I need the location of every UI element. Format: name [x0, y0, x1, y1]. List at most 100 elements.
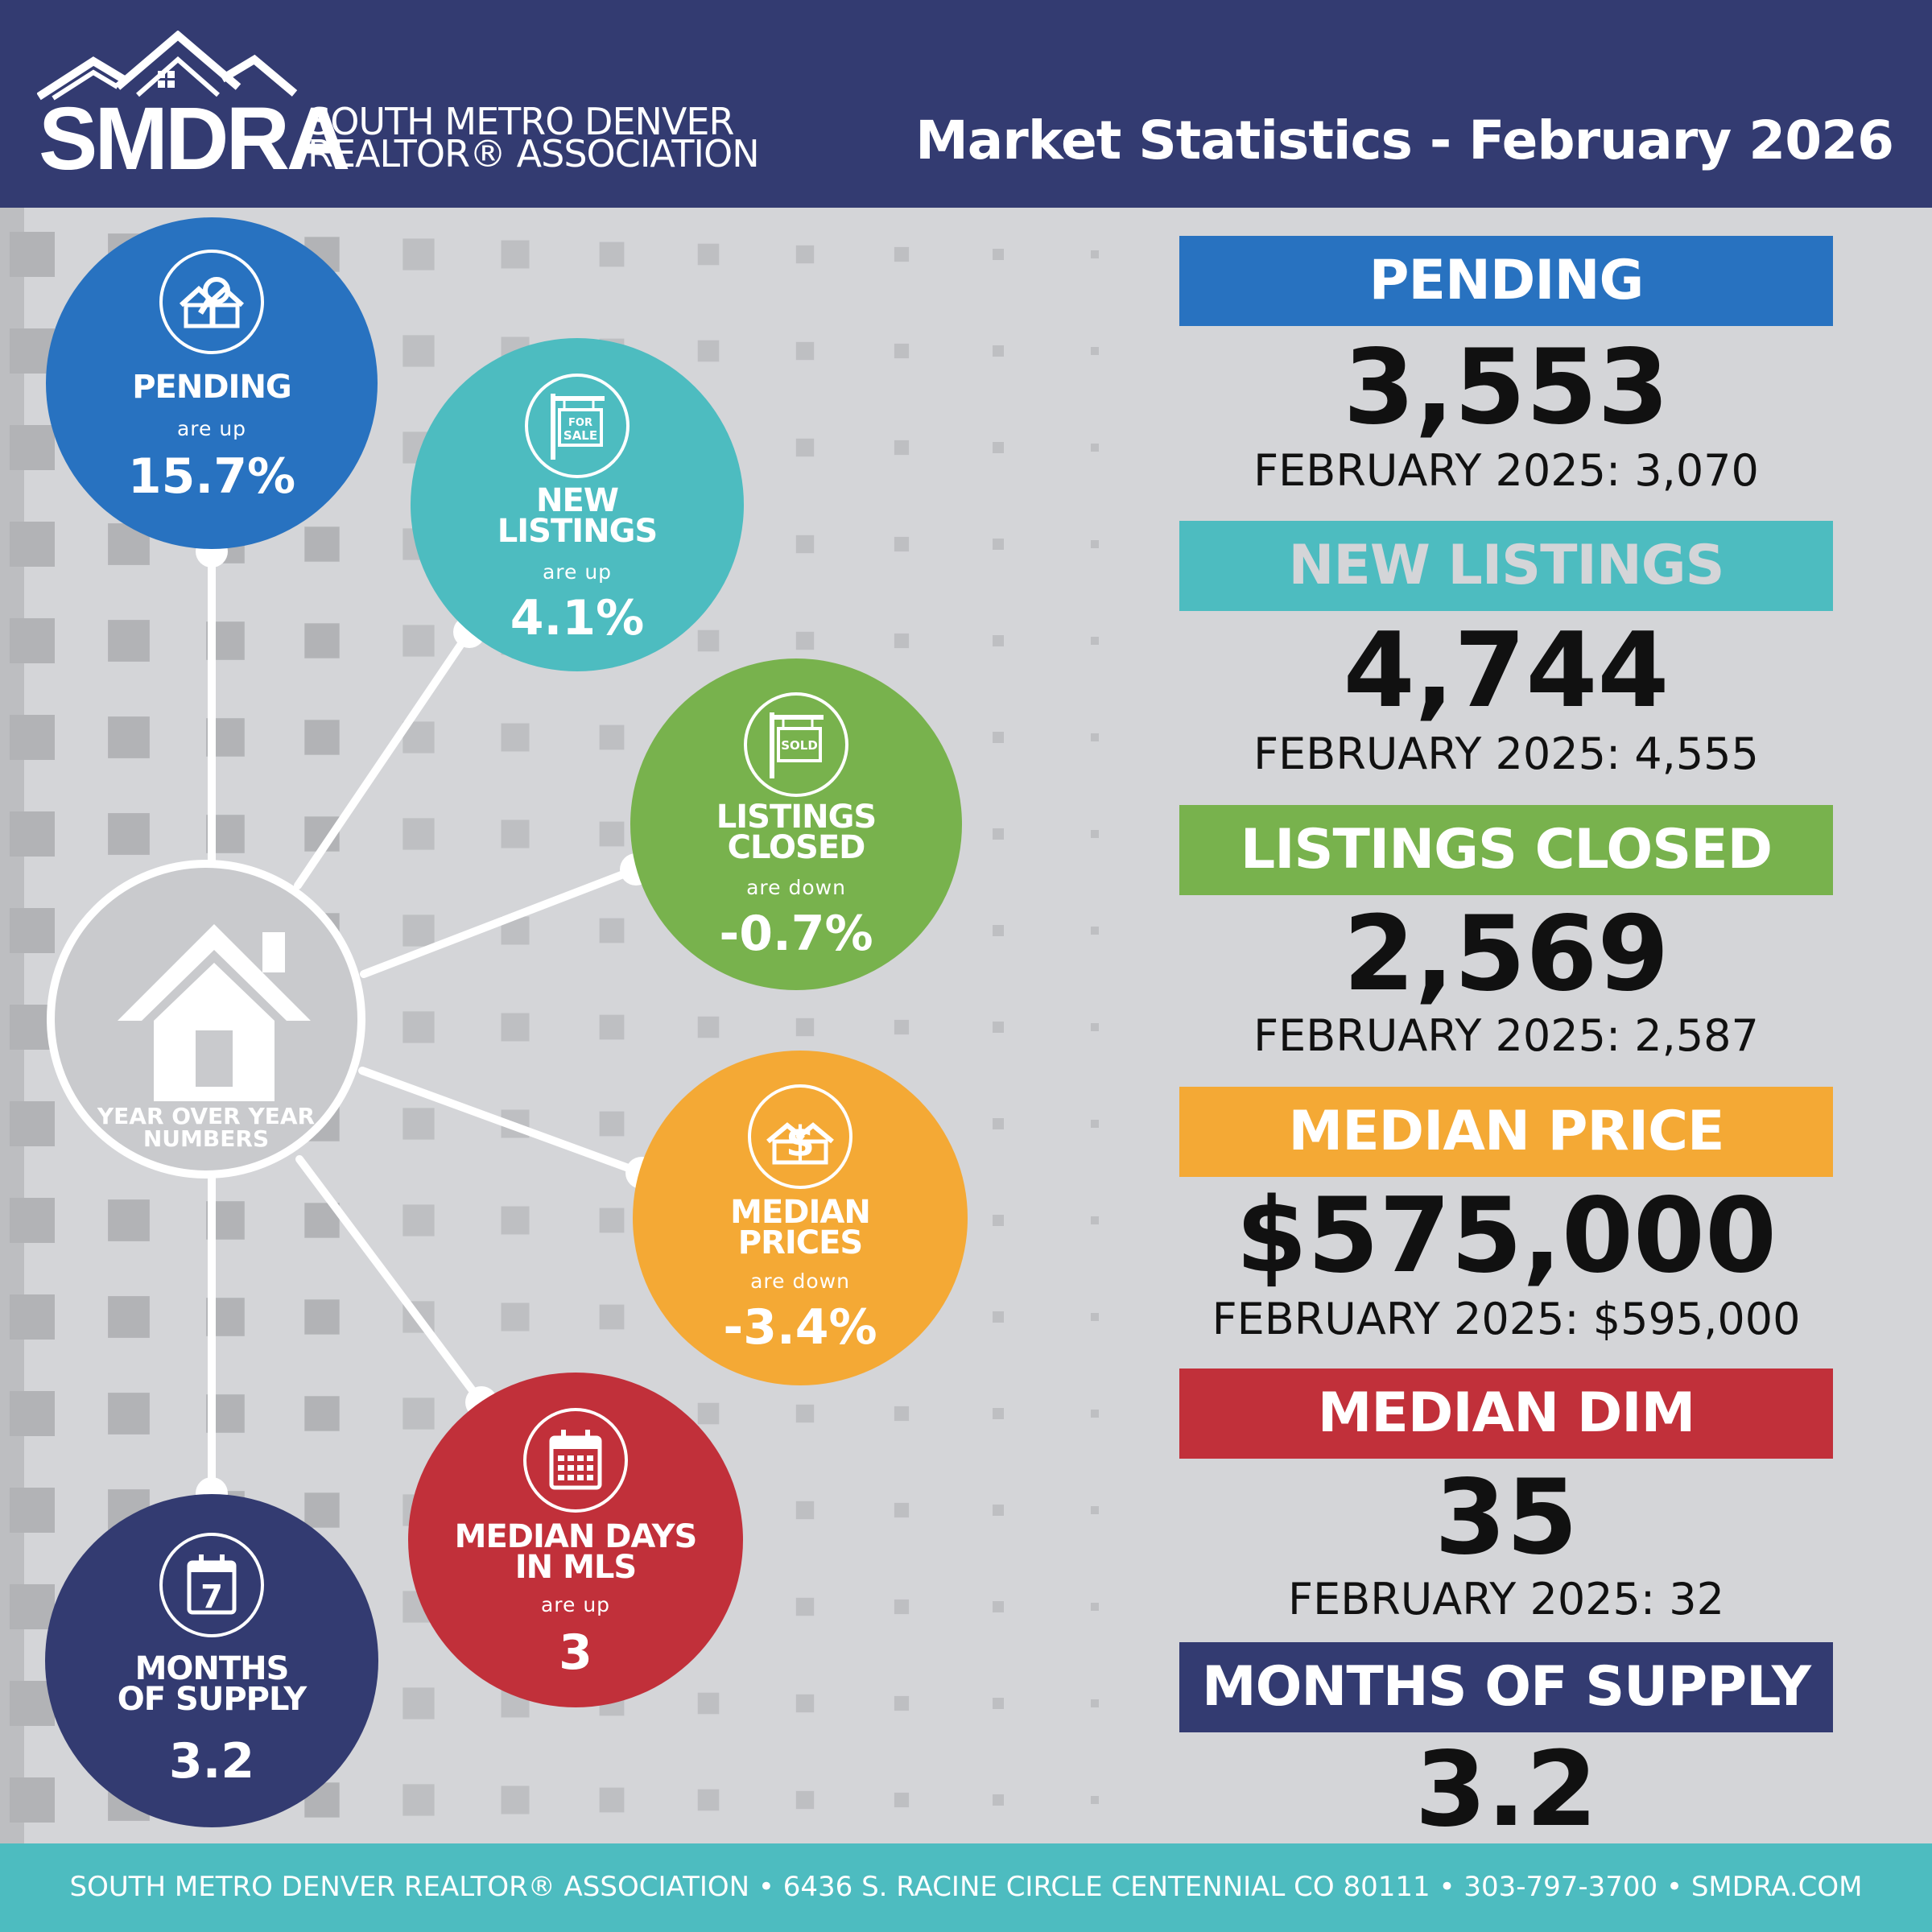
stat-heading-months-supply: MONTHS OF SUPPLY	[1179, 1642, 1833, 1732]
background-square	[993, 925, 1004, 936]
background-square	[10, 1294, 55, 1340]
bubble-new-listings-title-line1: NEW	[536, 482, 619, 519]
background-square	[894, 1019, 910, 1035]
stat-heading-median-price: MEDIAN PRICE	[1179, 1087, 1833, 1177]
background-square	[599, 1787, 625, 1813]
background-square	[599, 1014, 625, 1040]
bubble-months-supply-title: MONTHS OF SUPPLY	[45, 1653, 378, 1715]
background-square	[402, 1108, 435, 1140]
background-square	[402, 914, 435, 947]
bubble-median-days-title-line2: IN MLS	[514, 1549, 637, 1586]
bubble-median-prices: $ MEDIAN PRICES are down -3.4%	[633, 1051, 968, 1385]
background-square	[1091, 637, 1099, 645]
background-square	[795, 438, 815, 457]
background-square	[795, 245, 815, 264]
header-bar: SMDRA SOUTH METRO DENVER REALTOR® ASSOCI…	[0, 0, 1932, 208]
background-square	[304, 623, 340, 658]
bubble-median-days-direction: are up	[540, 1593, 611, 1616]
stat-previous-pending: FEBRUARY 2025: 3,070	[1253, 445, 1759, 496]
background-square	[501, 1013, 530, 1042]
background-square	[10, 1198, 55, 1243]
background-square	[1091, 1506, 1099, 1514]
background-square	[1091, 1023, 1099, 1031]
bubble-listings-closed-title: LISTINGS CLOSED	[630, 801, 962, 864]
background-square	[1091, 1410, 1099, 1418]
stat-heading-pending: PENDING	[1179, 236, 1833, 326]
background-square	[697, 1692, 720, 1715]
background-square	[10, 618, 55, 663]
background-square	[108, 1393, 150, 1435]
bubble-listings-closed-direction: are down	[746, 876, 846, 899]
background-square	[795, 1694, 815, 1713]
calendar-grid-icon	[523, 1408, 628, 1513]
background-square	[894, 1695, 910, 1711]
background-square	[993, 1794, 1004, 1806]
background-square	[108, 1296, 150, 1338]
background-square	[697, 1016, 720, 1038]
background-square	[795, 1790, 815, 1810]
background-square	[10, 232, 55, 277]
background-square	[1091, 733, 1099, 741]
bubble-median-days-title: MEDIAN DAYS IN MLS	[408, 1521, 743, 1583]
bubble-months-supply-title-line2: OF SUPPLY	[117, 1681, 307, 1718]
background-square	[1091, 830, 1099, 838]
bubble-new-listings-title-line2: LISTINGS	[497, 513, 658, 550]
page-title: Market Statistics - February 2026	[915, 109, 1894, 171]
background-square	[1091, 1313, 1099, 1321]
stat-previous-median-price: FEBRUARY 2025: $595,000	[1212, 1294, 1801, 1344]
background-square	[1091, 347, 1099, 355]
background-square	[795, 341, 815, 361]
hub-label: YEAR OVER YEAR NUMBERS	[55, 1105, 357, 1150]
background-square	[993, 1311, 1004, 1323]
bubble-median-prices-direction: are down	[750, 1269, 850, 1293]
background-square	[402, 238, 435, 270]
background-square	[599, 1208, 625, 1233]
stat-heading-median-dim: MEDIAN DIM	[1179, 1368, 1833, 1459]
bubble-new-listings-title: NEW LISTINGS	[411, 485, 744, 547]
background-square	[1091, 540, 1099, 548]
sold-sign-text: SOLD	[781, 738, 818, 753]
background-square	[697, 243, 720, 266]
stat-previous-median-dim: FEBRUARY 2025: 32	[1288, 1574, 1724, 1624]
background-square	[501, 1785, 530, 1814]
background-square	[894, 633, 910, 649]
bubble-listings-closed-value: -0.7%	[719, 906, 873, 962]
bubble-median-prices-title-line2: PRICES	[737, 1224, 864, 1261]
org-name-line1: SOUTH METRO DENVER	[308, 100, 734, 143]
background-square	[501, 723, 530, 752]
bubble-new-listings-direction: are up	[542, 560, 613, 584]
stat-value-months-supply: 3.2	[1414, 1730, 1598, 1850]
bubble-pending-direction: are up	[176, 417, 247, 440]
background-square	[993, 1215, 1004, 1226]
background-square	[402, 1784, 435, 1816]
background-square	[599, 1304, 625, 1330]
background-square	[10, 811, 55, 857]
background-square	[108, 813, 150, 855]
background-square	[402, 1011, 435, 1043]
bubble-new-listings: FOR SALE NEW LISTINGS are up 4.1%	[411, 338, 744, 671]
background-square	[795, 1597, 815, 1616]
background-square	[501, 1302, 530, 1331]
bubble-pending-title: PENDING	[132, 369, 292, 406]
background-square	[894, 1792, 910, 1808]
background-square	[795, 1501, 815, 1520]
background-square	[993, 635, 1004, 646]
background-square	[599, 242, 625, 267]
for-sale-sign-text2: SALE	[564, 428, 597, 443]
background-square	[108, 620, 150, 662]
stat-value-new-listings: 4,744	[1343, 611, 1670, 731]
background-square	[894, 1406, 910, 1422]
bubble-median-prices-title-line1: MEDIAN	[730, 1194, 871, 1231]
background-square	[10, 425, 55, 470]
background-square	[10, 908, 55, 953]
background-square	[402, 1204, 435, 1236]
background-square	[402, 1687, 435, 1719]
background-square	[894, 440, 910, 456]
background-square	[697, 1789, 720, 1811]
bubble-listings-closed: SOLD LISTINGS CLOSED are down -0.7%	[630, 658, 962, 990]
background-square	[599, 1111, 625, 1137]
house-roof-logo-icon	[37, 31, 298, 101]
background-square	[10, 1391, 55, 1436]
background-square	[10, 522, 55, 567]
footer-contact-text: SOUTH METRO DENVER REALTOR® ASSOCIATION …	[69, 1871, 1863, 1903]
